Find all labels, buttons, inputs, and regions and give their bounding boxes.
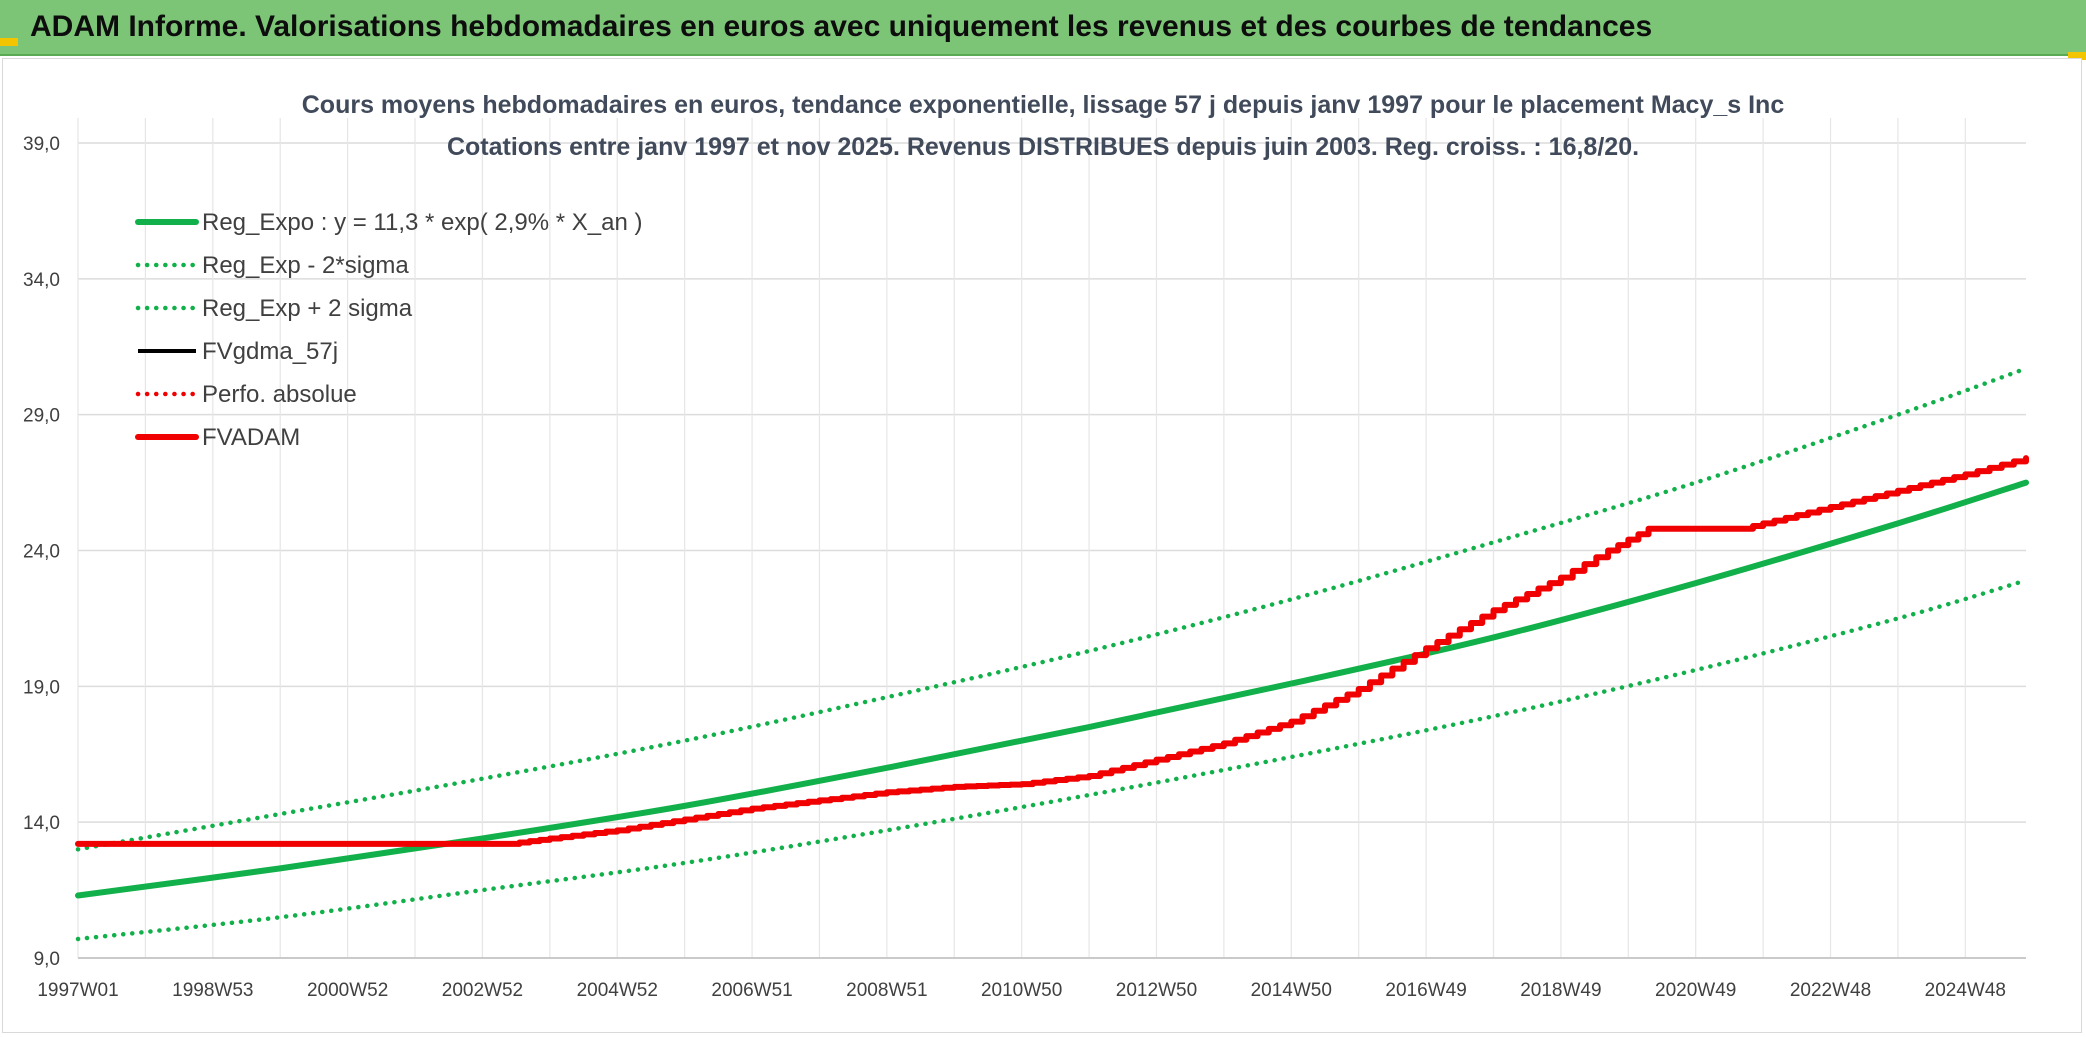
grid-lines [77,118,2026,959]
x-tick-label: 2004W52 [577,980,658,1001]
corner-accent-left [0,38,18,46]
x-tick-label: 2010W50 [981,980,1062,1001]
legend-label: Reg_Exp - 2*sigma [202,252,409,279]
series-line-5 [75,455,2029,847]
title-banner: ADAM Informe. Valorisations hebdomadaire… [0,0,2086,56]
legend: Reg_Expo : y = 11,3 * exp( 2,9% * X_an )… [135,209,642,451]
chart-area [2,58,2082,1033]
corner-accent-right [2068,52,2086,60]
series-line-1 [75,578,2029,942]
x-tick-label: 2024W48 [1925,980,2006,1001]
x-tick-label: 2016W49 [1385,980,1466,1001]
y-axis-ticks: 39,0 34,0 29,0 24,0 19,0 14,0 9,0 [23,134,60,970]
y-tick-label: 9,0 [34,949,60,970]
x-tick-label: 2020W49 [1655,980,1736,1001]
y-tick-label: 24,0 [23,542,60,563]
x-tick-label: 2006W51 [711,980,792,1001]
y-tick-label: 19,0 [23,677,60,698]
series-line-0 [75,479,2029,899]
x-tick-label: 2018W49 [1520,980,1601,1001]
banner-title: ADAM Informe. Valorisations hebdomadaire… [30,10,1653,43]
chart-title: Cours moyens hebdomadaires en euros, ten… [302,91,1785,119]
y-tick-label: 29,0 [23,406,60,427]
y-tick-label: 34,0 [23,270,60,291]
x-tick-label: 2022W48 [1790,980,1871,1001]
x-tick-label: 2000W52 [307,980,388,1001]
x-tick-label: 2002W52 [442,980,523,1001]
legend-label: Reg_Expo : y = 11,3 * exp( 2,9% * X_an ) [202,209,642,236]
x-axis-ticks: 1997W01 1998W53 2000W52 2002W52 2004W52 2006W… [37,980,2006,1001]
chart-subtitle: Cotations entre janv 1997 et nov 2025. R… [447,133,1639,161]
series-lines [75,366,2029,942]
y-tick-label: 14,0 [23,813,60,834]
legend-label: FVgdma_57j [202,338,338,365]
x-tick-label: 2014W50 [1251,980,1332,1001]
x-tick-label: 1998W53 [172,980,253,1001]
series-line-2 [75,366,2029,852]
x-tick-label: 2012W50 [1116,980,1197,1001]
y-tick-label: 39,0 [23,134,60,155]
legend-label: Perfo. absolue [202,381,357,408]
x-tick-label: 2008W51 [846,980,927,1001]
legend-label: FVADAM [202,424,300,451]
x-tick-label: 1997W01 [37,980,118,1001]
legend-label: Reg_Exp + 2 sigma [202,295,413,322]
